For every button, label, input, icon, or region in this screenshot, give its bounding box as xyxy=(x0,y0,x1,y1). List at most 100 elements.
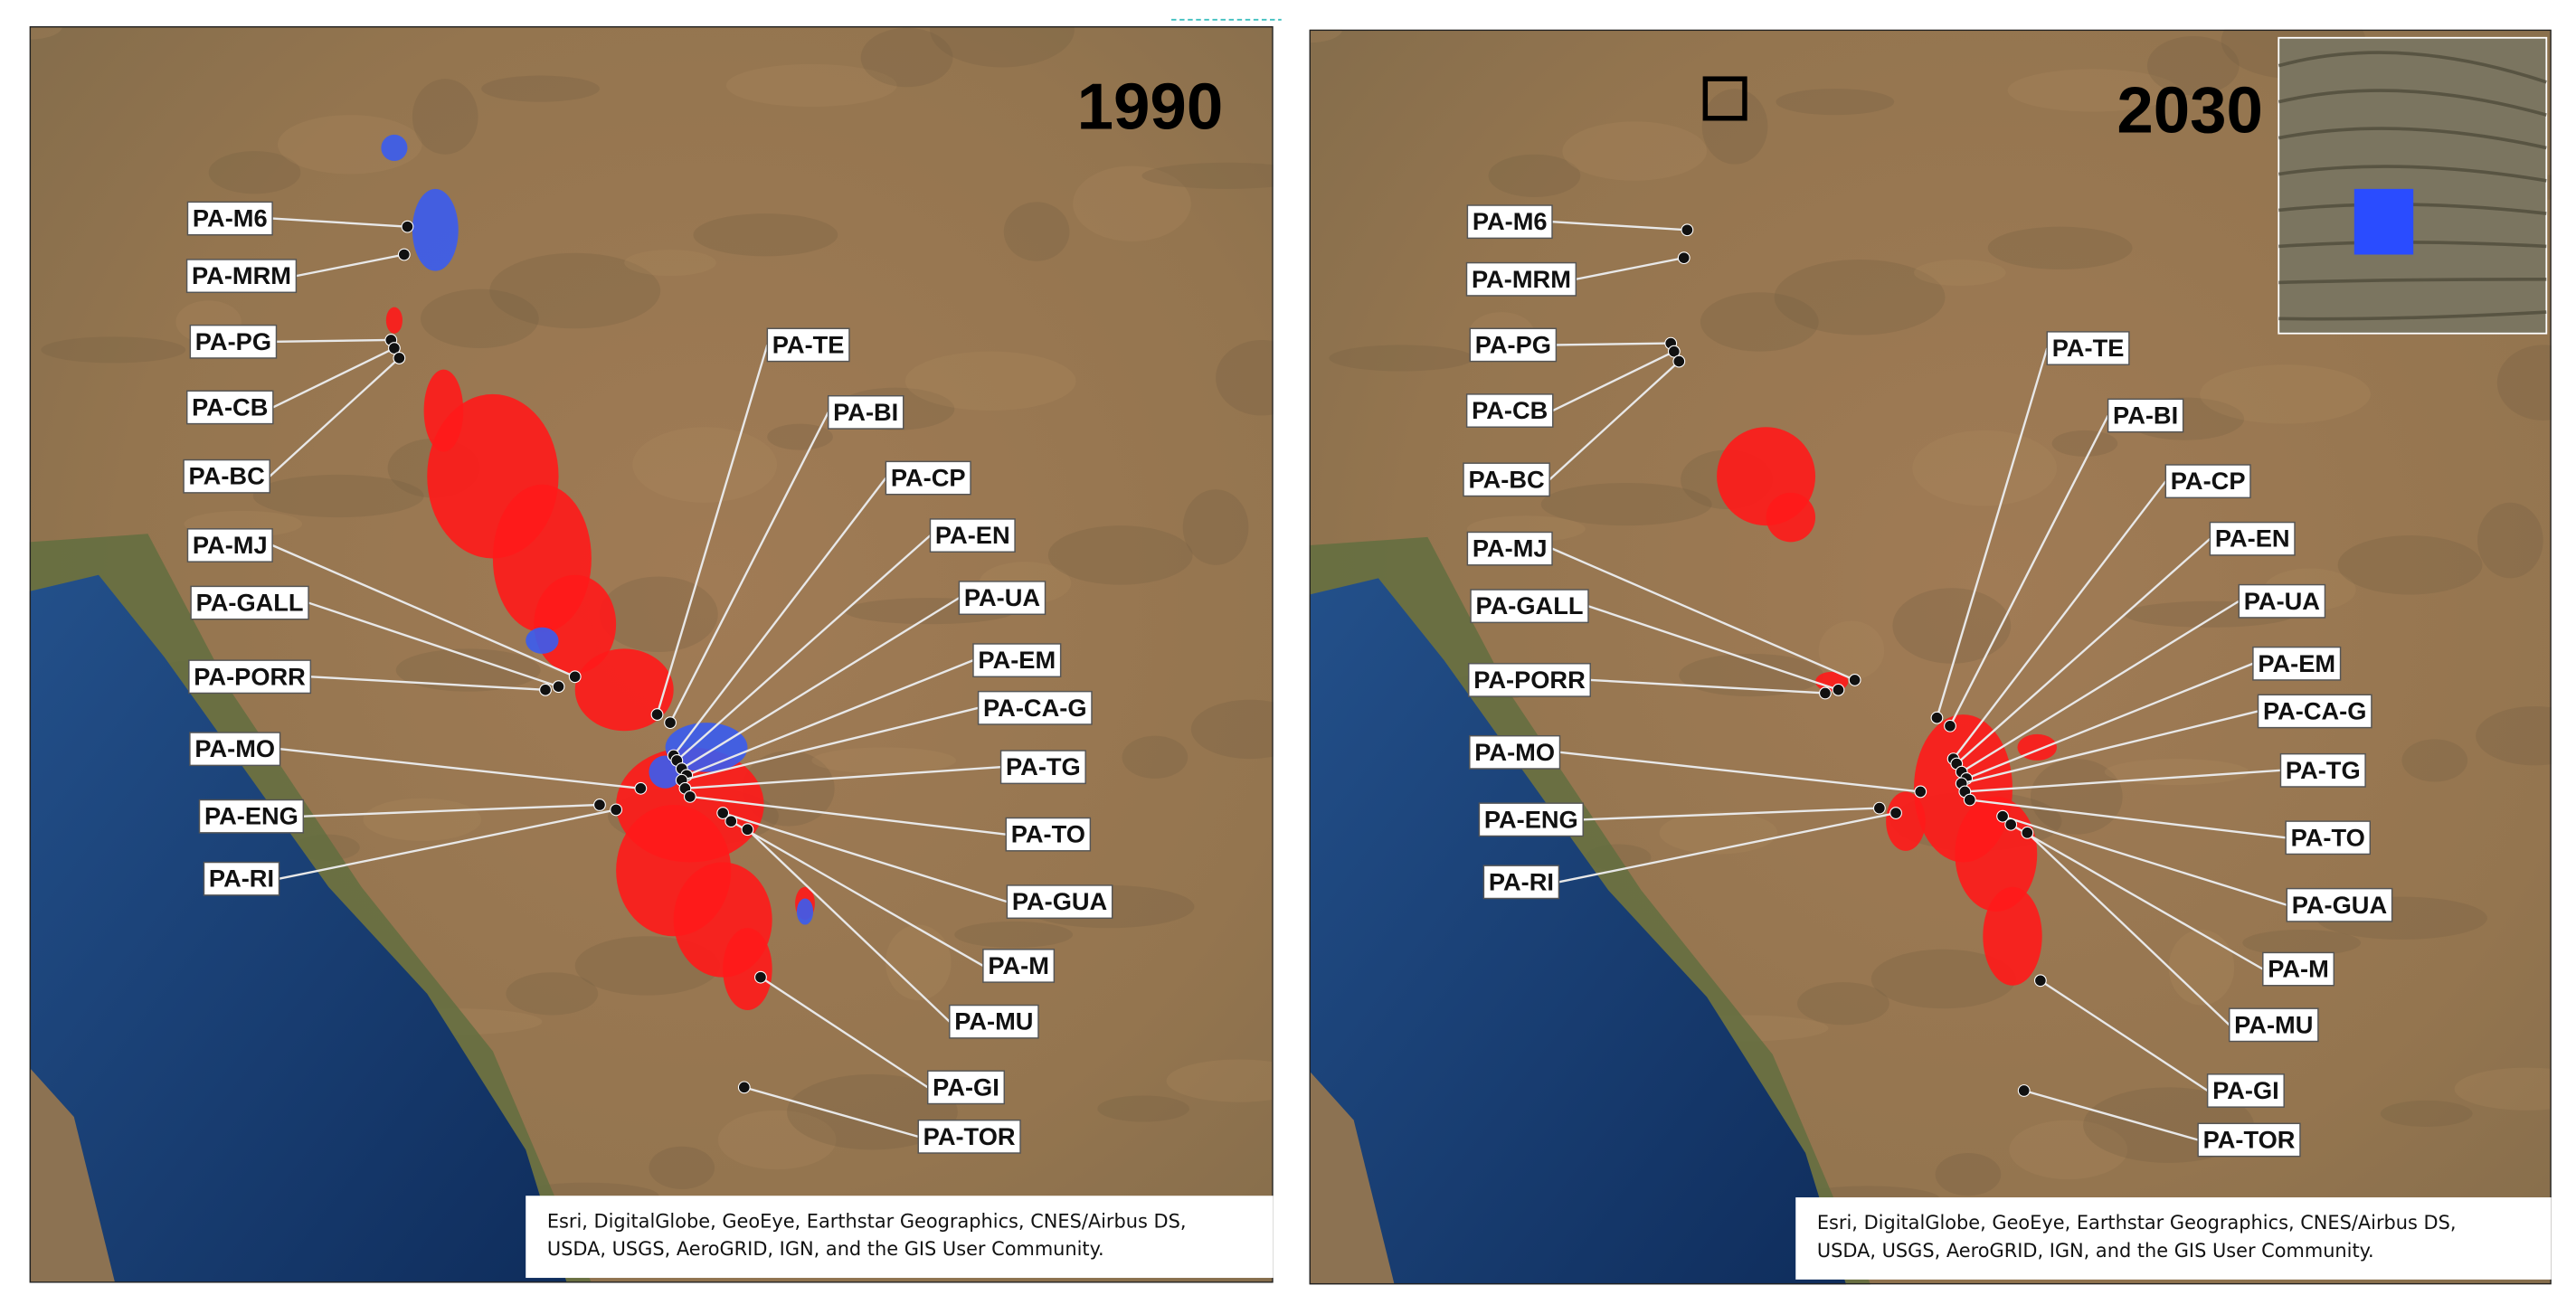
leader-line xyxy=(1558,811,1897,884)
label-box xyxy=(977,690,1093,725)
terrain xyxy=(1935,1153,2002,1196)
urban-blue-area xyxy=(381,134,408,161)
terrain xyxy=(489,252,661,329)
label-box xyxy=(1463,462,1550,497)
terrain xyxy=(277,115,422,175)
site-label: PA-GALL xyxy=(1475,591,1583,619)
label-box xyxy=(186,528,273,562)
site-point xyxy=(724,815,738,828)
site-label: PA-GI xyxy=(2212,1076,2279,1104)
site-label: PA-BI xyxy=(2113,402,2178,430)
terrain xyxy=(930,26,1075,68)
site-label: PA-EM xyxy=(978,646,1056,674)
site-label: PA-BI xyxy=(833,398,898,426)
site-point xyxy=(539,683,552,696)
label-box xyxy=(999,750,1086,785)
leader-line xyxy=(279,748,641,789)
site-point xyxy=(1667,345,1681,358)
terrain xyxy=(717,1110,837,1170)
terrain xyxy=(599,576,718,653)
urban-red-area xyxy=(423,369,464,452)
site-point xyxy=(716,807,730,819)
label-box xyxy=(2262,951,2335,987)
leader-line xyxy=(2010,823,2264,970)
site-point xyxy=(568,670,582,684)
site-point xyxy=(397,248,411,261)
attribution-text: Esri, DigitalGlobe, GeoEye, Earthstar Ge… xyxy=(547,1210,1187,1232)
label-box xyxy=(2238,583,2326,619)
leader-line xyxy=(685,766,1001,789)
leader-line xyxy=(1590,678,1826,695)
site-point xyxy=(754,970,767,984)
site-label: PA-TOR xyxy=(2203,1125,2296,1153)
leader-line xyxy=(1969,799,2287,839)
terrain xyxy=(420,288,539,349)
site-label: PA-GALL xyxy=(196,589,304,617)
site-label: PA-EN xyxy=(2215,525,2290,553)
label-box xyxy=(2209,521,2296,556)
terrain xyxy=(2051,430,2118,457)
site-point xyxy=(1914,785,1927,799)
leader-line xyxy=(676,534,932,761)
baja-land xyxy=(29,1067,116,1283)
label-box xyxy=(185,259,298,294)
terrain xyxy=(787,1073,958,1150)
terrain xyxy=(1540,482,1712,526)
baja-land xyxy=(1309,1071,1395,1285)
terrain xyxy=(904,351,1076,411)
inset-ridge xyxy=(2278,310,2547,321)
terrain xyxy=(1141,162,1274,189)
site-label: PA-M xyxy=(2268,955,2329,983)
attribution-text: USDA, USGS, AeroGRID, IGN, and the GIS U… xyxy=(547,1238,1104,1260)
label-box xyxy=(949,1004,1039,1039)
urban-blue-area xyxy=(412,188,459,271)
terrain xyxy=(1166,1059,1274,1102)
terrain xyxy=(252,474,424,518)
terrain xyxy=(811,747,957,774)
site-point xyxy=(610,803,623,817)
urban-red-area xyxy=(723,928,772,1010)
terrain xyxy=(860,27,953,88)
inset-ridge xyxy=(2278,51,2547,84)
site-label: PA-MO xyxy=(1474,738,1555,766)
terrain xyxy=(742,751,835,827)
terrain xyxy=(2146,35,2240,96)
site-label: PA-ENG xyxy=(204,802,298,830)
site-label: PA-MU xyxy=(954,1007,1033,1035)
label-box xyxy=(189,324,278,359)
terrain xyxy=(2496,345,2552,421)
label-box xyxy=(1482,865,1560,900)
label-box xyxy=(1469,327,1558,363)
terrain xyxy=(725,63,897,108)
terrain xyxy=(2380,1100,2473,1127)
site-point xyxy=(1889,807,1902,819)
site-point xyxy=(2017,1084,2031,1097)
site-label: PA-TOR xyxy=(923,1122,1016,1150)
terrain xyxy=(506,972,599,1016)
terrain xyxy=(1870,949,2016,1009)
leader-line xyxy=(2040,979,2209,1092)
leader-line xyxy=(1956,537,2211,765)
terrain xyxy=(767,423,833,450)
leader-line xyxy=(1952,480,2167,760)
leader-line xyxy=(1587,605,1839,691)
terrain xyxy=(208,151,301,194)
leader-line xyxy=(1551,221,1688,232)
site-label: PA-MJ xyxy=(193,531,268,559)
label-box xyxy=(1465,261,1577,297)
inset-ridge xyxy=(2278,127,2547,150)
terrain xyxy=(1073,165,1191,241)
label-box xyxy=(188,659,312,695)
site-label: PA-UA xyxy=(964,583,1040,611)
site-label: PA-MU xyxy=(2234,1010,2313,1038)
leader-line xyxy=(1961,710,2259,785)
label-box xyxy=(190,585,309,620)
site-label: PA-RI xyxy=(1489,867,1554,895)
leader-line xyxy=(303,803,601,818)
label-box xyxy=(198,799,305,834)
site-point xyxy=(1996,809,2010,823)
terrain xyxy=(1912,430,2058,506)
leader-line xyxy=(310,676,546,692)
terrain xyxy=(1797,982,1889,1026)
leader-line xyxy=(1551,547,1856,682)
